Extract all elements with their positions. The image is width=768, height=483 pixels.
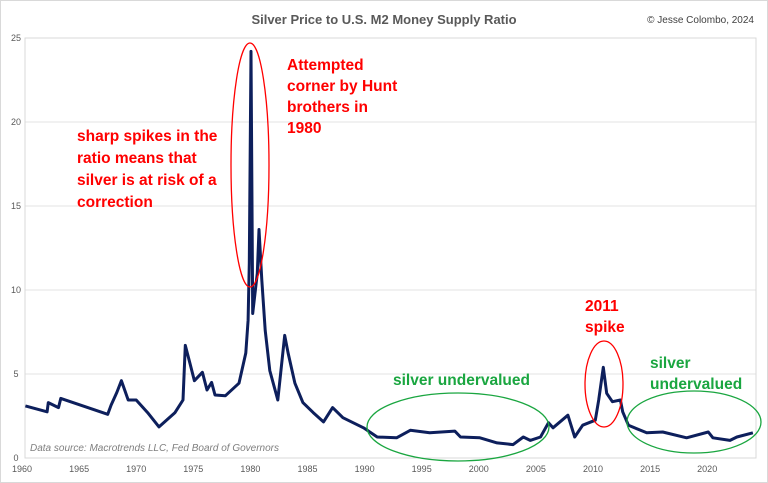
y-tick-label: 15	[11, 201, 21, 211]
chart-title: Silver Price to U.S. M2 Money Supply Rat…	[251, 12, 516, 27]
hunt-spike-ellipse	[230, 42, 270, 288]
x-tick-label: 2000	[469, 464, 489, 474]
annotation-line: sharp spikes in the	[77, 128, 218, 145]
annotation-line: correction	[77, 194, 153, 211]
copyright: © Jesse Colombo, 2024	[647, 15, 754, 26]
x-tick-label: 1990	[355, 464, 375, 474]
annotation-line: spike	[585, 319, 625, 336]
annotation-line: undervalued	[650, 376, 742, 393]
data-source: Data source: Macrotrends LLC, Fed Board …	[30, 443, 279, 454]
annotation-line: brothers in	[287, 99, 368, 116]
y-tick-label: 10	[11, 285, 21, 295]
x-tick-label: 1965	[69, 464, 89, 474]
x-tick-label: 1975	[183, 464, 203, 474]
annotation-2011: 2011 spike	[585, 298, 625, 336]
y-tick-label: 20	[11, 117, 21, 127]
annotation-line: silver	[650, 355, 691, 372]
undervalued-ellipse-1	[366, 392, 550, 462]
annotation-spikes: sharp spikes in the ratio means that sil…	[77, 128, 218, 211]
gridlines	[25, 121, 756, 375]
annotation-line: corner by Hunt	[287, 78, 397, 95]
x-tick-label: 1980	[240, 464, 260, 474]
x-tick-label: 1970	[126, 464, 146, 474]
y-tick-label: 5	[13, 369, 18, 379]
x-tick-label: 2020	[697, 464, 717, 474]
series-line	[25, 49, 754, 447]
annotation-undervalued-1: silver undervalued	[393, 372, 530, 389]
annotation-hunt: Attempted corner by Hunt brothers in 198…	[287, 57, 397, 137]
x-tick-label: 2005	[526, 464, 546, 474]
annotation-line: 1980	[287, 120, 321, 137]
annotation-line: Attempted	[287, 57, 364, 74]
annotation-line: 2011	[585, 298, 619, 315]
x-axis: 1960 1965 1970 1975 1980 1985 1990 1995 2000 2005…	[12, 464, 717, 474]
y-axis: 0 5 10 15 20 25	[11, 33, 21, 463]
x-tick-label: 2015	[640, 464, 660, 474]
y-tick-label: 0	[13, 453, 18, 463]
x-tick-label: 1995	[412, 464, 432, 474]
x-tick-label: 1985	[297, 464, 317, 474]
annotation-line: ratio means that	[77, 150, 197, 167]
x-tick-label: 2010	[583, 464, 603, 474]
x-tick-label: 1960	[12, 464, 32, 474]
spike-2011-ellipse	[584, 340, 624, 428]
plot-area	[24, 37, 757, 459]
undervalued-ellipse-2	[626, 390, 762, 454]
y-tick-label: 25	[11, 33, 21, 43]
annotation-line: silver is at risk of a	[77, 172, 217, 189]
annotation-undervalued-2: silver undervalued	[650, 355, 742, 393]
